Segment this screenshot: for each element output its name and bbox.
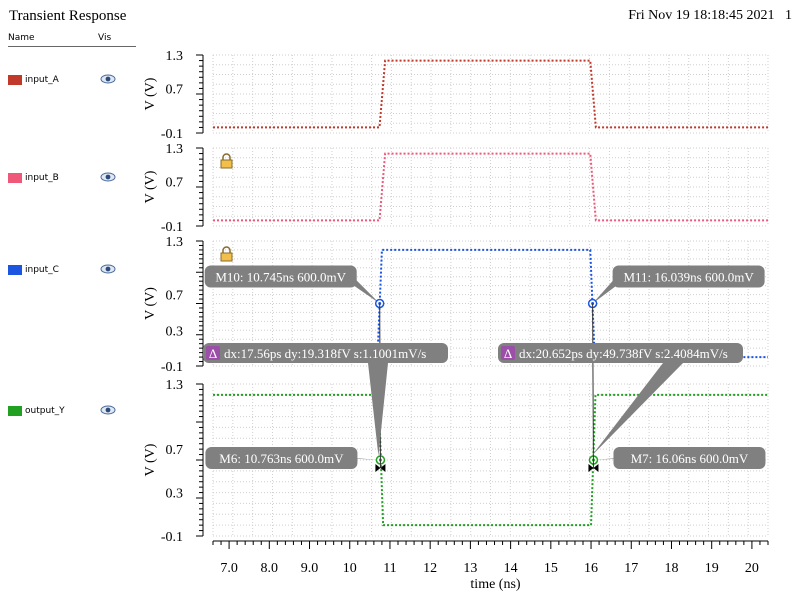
marker-label-box — [204, 265, 357, 288]
color-swatch — [8, 75, 22, 85]
delta-icon: Δ — [504, 346, 512, 361]
legend-item-input-b[interactable]: input_B — [8, 172, 136, 186]
legend-item-label: output_Y — [25, 406, 65, 416]
y-tick-label: 1.3 — [166, 235, 184, 250]
delta-pointer — [368, 363, 388, 456]
legend-item-label: input_B — [25, 173, 59, 183]
x-axis-label: time (ns) — [470, 577, 520, 592]
delta-pointer — [591, 363, 683, 456]
marker-M11: M11: 16.039ns 600.0mV — [587, 265, 765, 309]
x-tick-label: 11 — [383, 561, 396, 576]
marker-label: M6: 10.763ns 600.0mV — [219, 451, 344, 466]
y-tick-label: 0.7 — [166, 289, 184, 304]
lock-body — [220, 252, 233, 262]
legend-item-output-y[interactable]: output_Y — [8, 405, 136, 419]
y-axis-label: V (V) — [143, 77, 158, 110]
legend-item-input-c[interactable]: input_C — [8, 264, 136, 278]
x-tick-label: 9.0 — [301, 561, 319, 576]
marker-M6: M6: 10.763ns 600.0mV — [205, 447, 386, 469]
page-number: 1 — [785, 8, 792, 23]
x-tick-label: 20 — [745, 561, 759, 576]
lock-body — [220, 159, 233, 169]
eye-icon[interactable] — [100, 404, 116, 419]
x-tick-label: 19 — [705, 561, 719, 576]
waveform-input_A — [213, 59, 768, 129]
y-tick-label: 1.3 — [166, 378, 184, 393]
y-axis-label: V (V) — [143, 443, 158, 476]
timestamp: Fri Nov 19 18:18:45 2021 — [628, 8, 775, 23]
marker-M10: M10: 10.745ns 600.0mV — [204, 265, 385, 309]
legend-vis-column: Vis — [98, 33, 112, 43]
y-tick-label: 0.7 — [166, 443, 184, 458]
marker-M7: M7: 16.06ns 600.0mV — [588, 447, 766, 469]
legend-header: Name Vis — [8, 33, 136, 47]
marker-label-box — [612, 265, 765, 288]
waveform-panel-input_A: 1.3 0.7 -0.1 V (V) — [143, 49, 769, 142]
x-tick-label: 16 — [584, 561, 598, 576]
marker-label-box — [613, 447, 766, 469]
legend-item-label: input_C — [25, 265, 59, 275]
delta-line — [592, 303, 594, 469]
header-date: Fri Nov 19 18:18:45 2021 1 — [628, 8, 792, 24]
eye-icon[interactable] — [100, 171, 116, 186]
delta-icon-box — [501, 346, 515, 360]
legend-item-label: input_A — [25, 75, 59, 85]
x-tick-label: 17 — [624, 561, 638, 576]
lock-shackle — [222, 246, 231, 253]
delta-label: dx:20.652ps dy:49.738fV s:2.4084mV/s — [519, 346, 728, 361]
marker-label: M7: 16.06ns 600.0mV — [631, 451, 749, 466]
lock-icon — [220, 153, 233, 169]
waveform-output_Y — [213, 393, 768, 527]
legend-item-input-a[interactable]: input_A — [8, 74, 136, 88]
marker-label: M10: 10.745ns 600.0mV — [215, 270, 346, 285]
y-tick-label: 0.3 — [166, 487, 184, 502]
waveform-panel-input_B: 1.3 0.7 -0.1 V (V) — [143, 142, 769, 235]
delta-label-box — [498, 343, 743, 363]
y-tick-label: -0.1 — [161, 530, 183, 545]
y-tick-label: 0.7 — [166, 175, 184, 190]
y-tick-label: 1.3 — [166, 142, 184, 157]
legend-name-column: Name — [8, 33, 35, 43]
x-tick-label: 14 — [504, 561, 518, 576]
y-tick-label: 1.3 — [166, 49, 184, 64]
lock-shackle — [222, 153, 231, 160]
window-title: Transient Response — [9, 8, 127, 24]
delta-icon-box — [206, 346, 220, 360]
x-tick-label: 12 — [423, 561, 437, 576]
waveform-input_B — [213, 152, 768, 222]
delta-icon: Δ — [209, 346, 217, 361]
y-tick-label: 0.7 — [166, 82, 184, 97]
marker-label-box — [205, 447, 358, 469]
color-swatch — [8, 173, 22, 183]
y-tick-label: -0.1 — [161, 127, 183, 142]
y-axis-label: V (V) — [143, 170, 158, 203]
marker-label: M11: 16.039ns 600.0mV — [623, 270, 754, 285]
x-tick-label: 8.0 — [261, 561, 279, 576]
lock-icon — [220, 246, 233, 262]
color-swatch — [8, 265, 22, 275]
color-swatch — [8, 406, 22, 416]
bowtie-icon — [375, 464, 386, 472]
delta-label-box — [203, 343, 448, 363]
bowtie-icon — [588, 464, 599, 472]
y-tick-label: 0.3 — [166, 324, 184, 339]
y-tick-label: -0.1 — [161, 220, 183, 235]
x-tick-label: 7.0 — [220, 561, 238, 576]
x-tick-label: 18 — [664, 561, 678, 576]
y-tick-label: -0.1 — [161, 360, 183, 375]
x-tick-label: 13 — [463, 561, 477, 576]
x-tick-label: 10 — [343, 561, 357, 576]
delta-label: dx:17.56ps dy:19.318fV s:1.1001mV/s — [224, 346, 426, 361]
x-tick-label: 15 — [544, 561, 558, 576]
y-axis-label: V (V) — [143, 287, 158, 320]
eye-icon[interactable] — [100, 263, 116, 278]
eye-icon[interactable] — [100, 73, 116, 88]
